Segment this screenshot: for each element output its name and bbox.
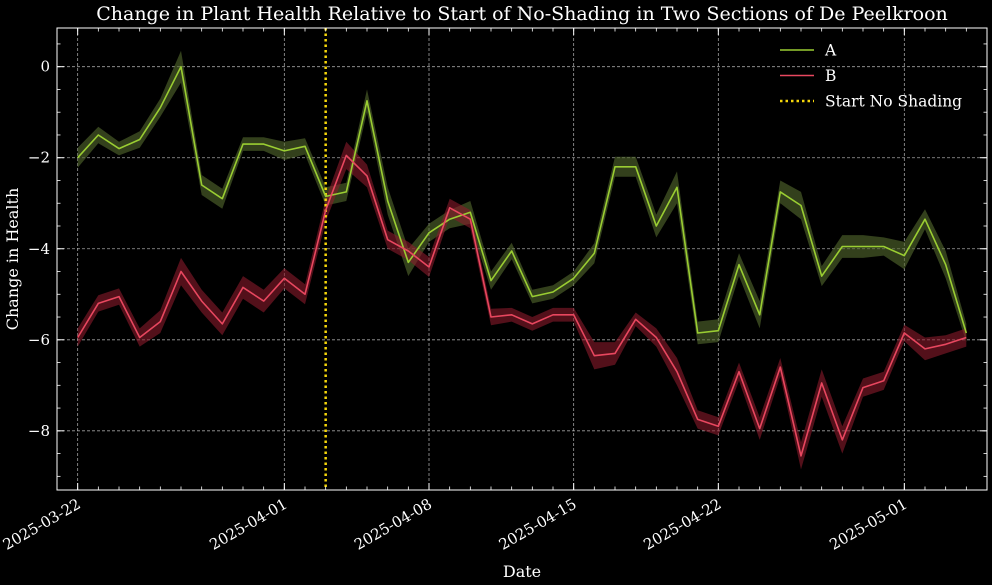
legend: AB Start No Shading: [780, 42, 962, 111]
y-tick-label: 0: [40, 58, 50, 76]
y-tick-label: −4: [28, 240, 50, 258]
y-tick-label: −8: [28, 422, 50, 440]
legend-label: Start No Shading: [825, 93, 962, 111]
x-axis-title: Date: [503, 562, 541, 581]
y-tick-label: −6: [28, 331, 50, 349]
plot-frame: [56, 27, 988, 491]
chart-title: Change in Plant Health Relative to Start…: [96, 3, 948, 25]
series-A-line: [77, 65, 968, 334]
series-lines: [77, 65, 968, 457]
y-axis-title: Change in Health: [3, 188, 22, 331]
legend-label: B: [825, 67, 836, 85]
series-A-band: [77, 50, 967, 345]
y-tick-label: −2: [28, 149, 50, 167]
series-B-line: [77, 154, 967, 457]
legend-label: A: [824, 42, 837, 60]
